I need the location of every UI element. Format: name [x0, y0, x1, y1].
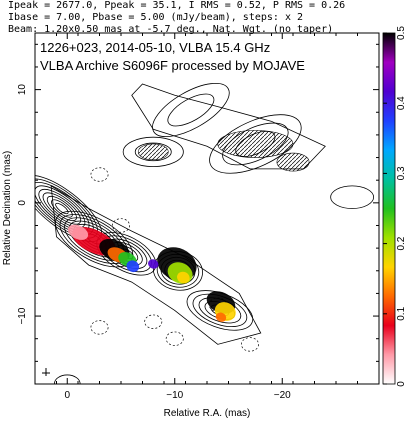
negative-contour — [90, 320, 109, 335]
plot-frame — [34, 32, 380, 385]
header-line-2: Ibase = 7.00, Pbase = 5.00 (mJy/beam), s… — [8, 12, 303, 23]
colorbar — [382, 32, 396, 385]
contour-line — [46, 195, 77, 222]
contour-line — [134, 142, 172, 162]
y-tick-label: 0 — [17, 200, 28, 206]
x-axis-label: Relative R.A. (mas) — [164, 408, 251, 419]
polarization-patch — [177, 271, 190, 284]
header-line-3: Beam: 1.20x0.50 mas at -5.7 deg., Nat. W… — [8, 24, 333, 35]
contour-line — [122, 136, 184, 168]
y-tick-label: −10 — [17, 307, 28, 324]
contour-line — [53, 374, 81, 384]
contour-line — [209, 114, 302, 174]
polarization-patch — [67, 224, 89, 240]
negative-contour — [144, 314, 163, 329]
negative-contour — [241, 337, 259, 352]
y-axis-label: Relative Decination (mas) — [2, 151, 13, 266]
contour-line — [50, 185, 262, 345]
x-tick-label: −20 — [274, 390, 291, 401]
contour-line — [152, 82, 230, 138]
contour-line — [42, 192, 82, 225]
contour-line — [167, 93, 215, 127]
source-annotation-line-1: 1226+023, 2014-05-10, VLBA 15.4 GHz — [40, 40, 270, 55]
contour-line — [330, 185, 375, 209]
colorbar-tick-label: 0.3 — [396, 166, 407, 180]
negative-contour — [112, 218, 130, 233]
negative-contour — [165, 331, 184, 346]
contour-line — [55, 202, 69, 215]
polarization-patch — [126, 260, 140, 273]
axis-ticks: 0 −10 −20 10 0 −10 — [17, 33, 380, 401]
colorbar-tick-label: 0.2 — [396, 236, 407, 250]
y-tick-label: 10 — [17, 84, 28, 96]
x-tick-label: −10 — [166, 390, 183, 401]
source-annotation-line-2: VLBA Archive S6096F processed by MOJAVE — [40, 58, 305, 73]
hatched-region — [276, 152, 310, 172]
beam-marker — [42, 368, 50, 376]
contour-line — [38, 188, 86, 229]
colorbar-ticks: 0 0.1 0.2 0.3 0.4 0.5 — [383, 26, 407, 387]
header-line-1: Ipeak = 2677.0, Ppeak = 35.1, I RMS = 0.… — [8, 0, 345, 11]
negative-contour — [90, 167, 109, 182]
colorbar-tick-label: 0 — [396, 381, 407, 387]
contour-layer — [35, 82, 375, 384]
colorbar-tick-label: 0.4 — [396, 96, 407, 110]
polarization-patch — [215, 312, 227, 322]
polarization-color-layer — [67, 224, 236, 322]
hatched-region — [217, 130, 294, 158]
x-tick-label: 0 — [64, 390, 70, 401]
hatched-region — [137, 143, 169, 161]
contour-line — [51, 199, 73, 218]
polarization-patch — [148, 259, 159, 269]
colorbar-tick-label: 0.1 — [396, 306, 407, 320]
colorbar-tick-label: 0.5 — [396, 26, 407, 40]
